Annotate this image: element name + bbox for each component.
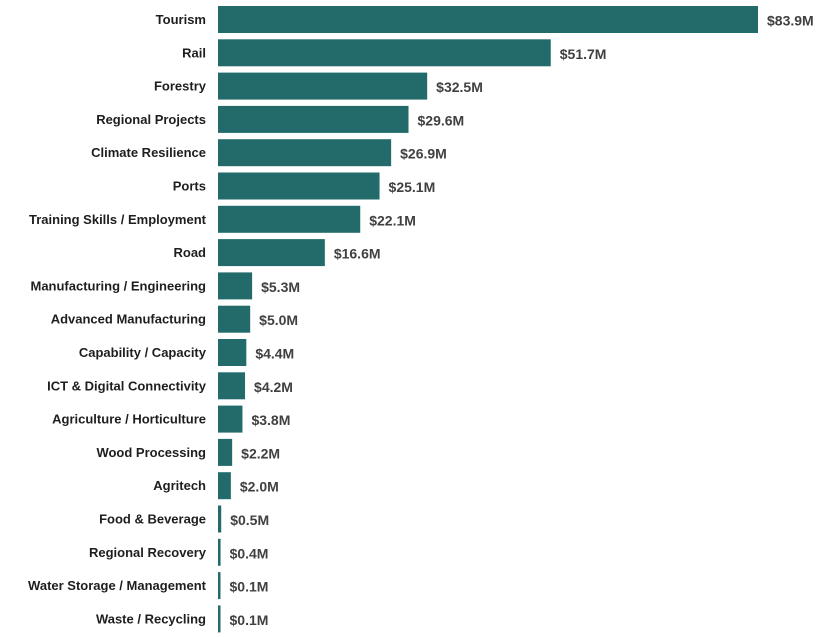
bar (218, 472, 231, 500)
value-label: $0.4M (230, 545, 269, 561)
bar (218, 172, 380, 200)
value-label: $5.0M (259, 312, 298, 328)
category-label: ICT & Digital Connectivity (47, 378, 207, 393)
value-label: $25.1M (389, 179, 436, 195)
value-label: $83.9M (767, 13, 814, 29)
category-label: Tourism (156, 12, 206, 27)
category-label: Waste / Recycling (96, 611, 206, 626)
bar (218, 605, 221, 633)
category-label: Wood Processing (96, 445, 206, 460)
bar (218, 272, 253, 300)
category-label: Ports (173, 179, 206, 194)
bar-row: Manufacturing / Engineering $5.3M (30, 272, 300, 300)
category-label: Agriculture / Horticulture (52, 412, 206, 427)
bar-row: Food & Beverage $0.5M (99, 505, 269, 533)
bar-row: Wood Processing $2.2M (96, 438, 280, 466)
value-label: $3.8M (251, 412, 290, 428)
value-label: $0.1M (230, 612, 269, 628)
bar-row: Tourism $83.9M (156, 6, 814, 33)
bar-row: Agritech $2.0M (153, 472, 279, 500)
category-label: Water Storage / Management (28, 578, 207, 593)
bar (218, 239, 325, 267)
value-label: $0.5M (230, 512, 269, 528)
bar (218, 205, 361, 233)
bar (218, 72, 428, 100)
value-label: $26.9M (400, 146, 447, 162)
value-label: $5.3M (261, 279, 300, 295)
bar (218, 572, 221, 600)
bar-row: Climate Resilience $26.9M (91, 139, 447, 167)
bar-row: Advanced Manufacturing $5.0M (51, 305, 298, 333)
bar-row: Forestry $32.5M (154, 72, 483, 100)
category-label: Food & Beverage (99, 512, 206, 527)
category-label: Manufacturing / Engineering (30, 278, 206, 293)
bar (218, 438, 233, 466)
bar (218, 505, 222, 533)
bar (218, 538, 221, 566)
value-label: $51.7M (560, 46, 607, 62)
category-label: Regional Recovery (89, 545, 207, 560)
bar-row: Ports $25.1M (173, 172, 436, 200)
category-label: Training Skills / Employment (29, 212, 207, 227)
category-label: Capability / Capacity (79, 345, 207, 360)
category-label: Road (174, 245, 207, 260)
value-label: $2.2M (241, 445, 280, 461)
category-label: Forestry (154, 79, 207, 94)
value-label: $2.0M (240, 479, 279, 495)
bar (218, 405, 243, 433)
category-label: Advanced Manufacturing (51, 312, 206, 327)
bar (218, 39, 551, 67)
bar-row: Regional Recovery $0.4M (89, 538, 269, 566)
bar (218, 139, 392, 167)
bar (218, 305, 251, 333)
category-label: Climate Resilience (91, 145, 206, 160)
bar (218, 105, 409, 133)
bar-row: Regional Projects $29.6M (96, 105, 465, 133)
bar (218, 372, 246, 400)
bar-row: Agriculture / Horticulture $3.8M (52, 405, 290, 433)
bar-row: Training Skills / Employment $22.1M (29, 205, 416, 233)
bar-row: Capability / Capacity $4.4M (79, 339, 294, 366)
category-label: Agritech (153, 478, 206, 493)
bar-row: Waste / Recycling $0.1M (96, 605, 269, 633)
value-label: $22.1M (369, 212, 416, 228)
bar-row: Road $16.6M (174, 239, 381, 267)
category-label: Rail (182, 45, 206, 60)
value-label: $32.5M (436, 79, 483, 95)
value-label: $4.4M (255, 346, 294, 362)
bar-row: Rail $51.7M (182, 39, 607, 67)
value-label: $4.2M (254, 379, 293, 395)
bar (218, 339, 247, 366)
bar-row: Water Storage / Management $0.1M (28, 572, 269, 600)
value-label: $16.6M (334, 246, 381, 262)
category-label: Regional Projects (96, 112, 206, 127)
bar (218, 6, 758, 33)
bar-row: ICT & Digital Connectivity $4.2M (47, 372, 293, 400)
value-label: $0.1M (230, 579, 269, 595)
value-label: $29.6M (418, 112, 465, 128)
